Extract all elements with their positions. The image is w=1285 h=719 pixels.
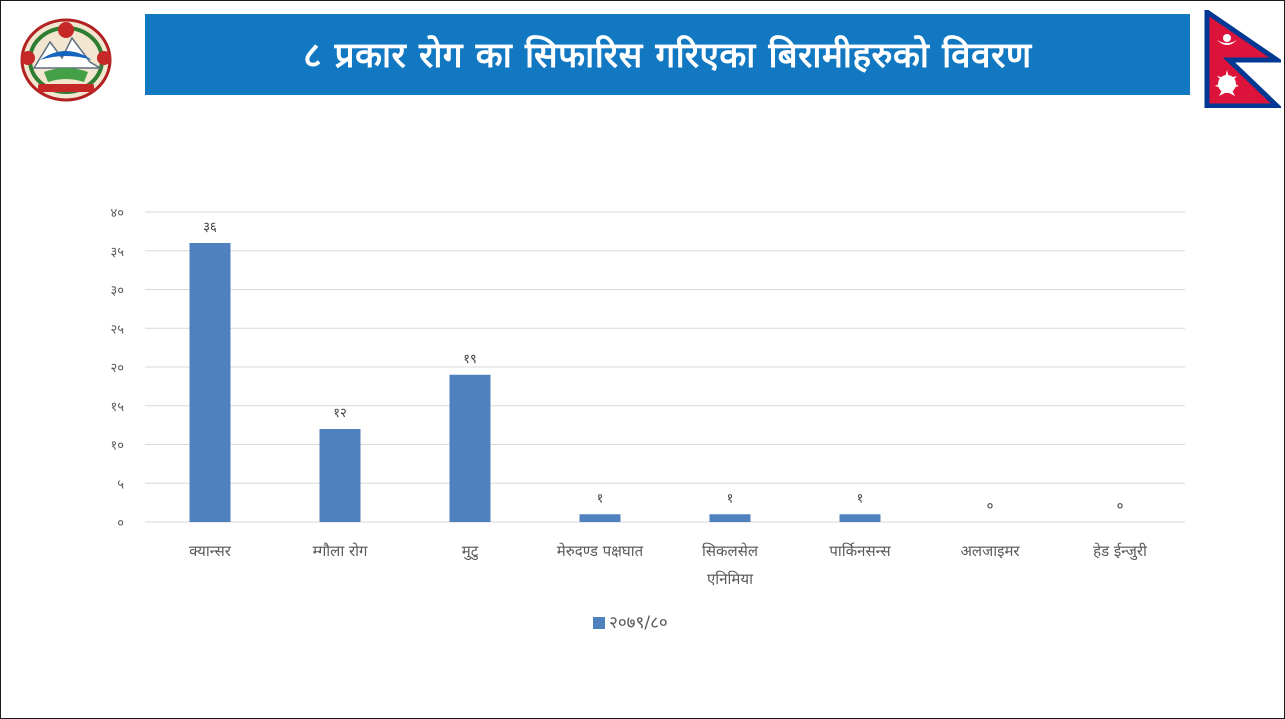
legend-swatch [593,617,605,629]
y-tick-label: ३० [110,284,124,299]
bar [449,374,491,522]
bar [579,514,621,522]
bar [189,243,231,522]
y-tick-label: २० [110,361,124,376]
x-tick-label: एनिमिया [707,570,754,588]
y-tick-label: ३५ [110,245,124,260]
x-tick-label: सिकलसेल [702,542,759,560]
data-label: ० [987,499,994,514]
y-tick-label: २५ [110,322,124,337]
x-tick-label: हेड ईन्जुरी [1093,542,1148,561]
data-label: १२ [333,406,347,421]
nepal-flag-icon [1204,10,1281,108]
y-tick-label: १० [110,439,124,454]
y-tick-label: १५ [110,400,124,415]
data-label: १ [727,491,734,506]
data-label: ३६ [203,220,217,235]
data-label: ० [1117,499,1124,514]
page-title: ८ प्रकार रोग का सिफारिस गरिएका बिरामीहरु… [303,36,1032,76]
bar [319,429,361,522]
legend-label: २०७९/८० [609,613,668,633]
bar [839,514,881,522]
data-label: १ [857,491,864,506]
y-tick-label: ४० [110,206,124,221]
bar [709,514,751,522]
y-tick-label: ५ [117,477,124,492]
x-tick-label: म्गौला रोग [313,542,368,560]
title-banner: ८ प्रकार रोग का सिफारिस गरिएका बिरामीहरु… [145,14,1190,95]
x-tick-label: मुटु [462,542,479,561]
data-label: १ [597,491,604,506]
y-tick-label: ० [117,516,124,531]
data-label: १९ [463,352,477,367]
x-tick-label: मेरुदण्ड पक्षघात [557,542,644,560]
nepal-emblem-logo [20,18,112,102]
x-tick-label: अलजाइमर [960,542,1020,560]
x-tick-label: क्यान्सर [189,542,232,560]
x-tick-label: पार्किनसन्स [829,542,891,560]
